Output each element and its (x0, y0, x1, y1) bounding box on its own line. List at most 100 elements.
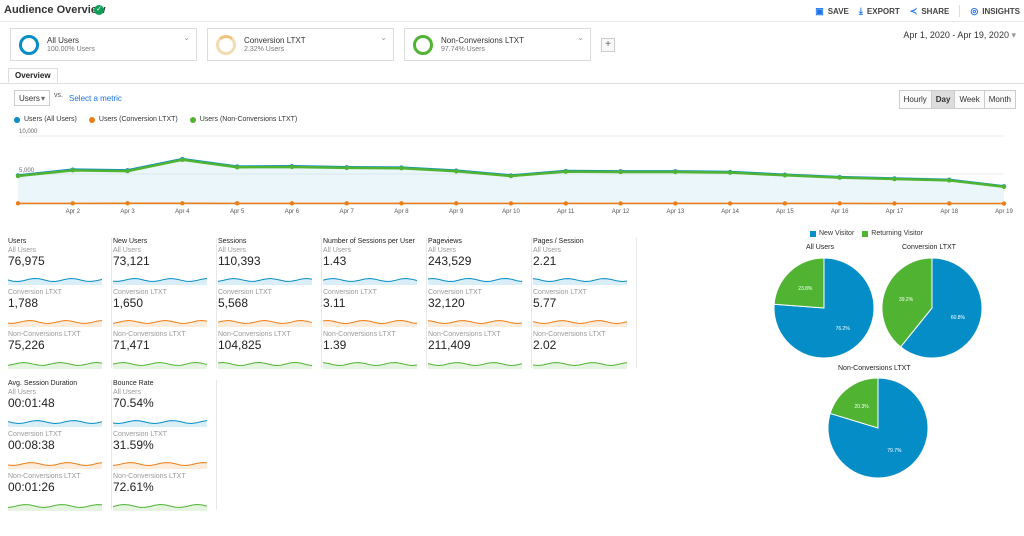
metric-name: Pages / Session (533, 238, 584, 245)
sparkline-area (218, 362, 312, 369)
data-point (508, 201, 514, 206)
data-point (344, 201, 349, 206)
metric-segment-label: Conversion LTXT (8, 431, 62, 438)
data-point (618, 169, 623, 175)
sparkline (218, 277, 312, 285)
sparkline (533, 362, 627, 369)
data-point (70, 201, 75, 206)
metric-name: Bounce Rate (113, 380, 154, 387)
pie-slice-new-visitor (899, 257, 983, 359)
sparkline-line (323, 319, 417, 325)
data-point (782, 201, 788, 206)
sparkline (113, 462, 207, 469)
series-area (18, 159, 1004, 204)
metric-value: 3.11 (323, 296, 346, 310)
share-button[interactable]: ≺ SHARE (910, 5, 950, 17)
metric-segment-label: Conversion LTXT (113, 431, 167, 438)
segment-all-users[interactable]: All Users 100.00% Users ⌄ (10, 28, 197, 61)
sparkline (113, 420, 207, 427)
date-range-picker[interactable]: Apr 1, 2020 - Apr 19, 2020 ▾ (903, 30, 1016, 41)
export-label: EXPORT (866, 6, 900, 16)
sparkline (533, 278, 627, 285)
metric-value: 75,226 (8, 338, 45, 352)
metric-select[interactable]: Users ▾ (14, 90, 50, 106)
sparkline-area (428, 278, 522, 285)
sparkline-line (323, 362, 417, 367)
chevron-down-icon[interactable]: ⌄ (380, 33, 387, 42)
metric-value: 110,393 (218, 254, 261, 268)
sparkline-line (113, 462, 207, 467)
x-axis-tick: Apr 4 (175, 209, 190, 215)
metric-segment-label: Non-Conversions LTXT (218, 331, 291, 338)
segment-name: Non-Conversions LTXT (441, 36, 524, 45)
sparkline-line (533, 320, 627, 325)
metric-segment-label: All Users (8, 389, 37, 396)
sparkline (428, 362, 522, 369)
granularity-day-button[interactable]: Day (930, 90, 956, 109)
metric-segment-label: All Users (218, 247, 247, 254)
data-point (1001, 201, 1007, 206)
sparkline-area (113, 420, 207, 427)
chevron-down-icon: ▾ (40, 94, 45, 103)
chevron-down-icon[interactable]: ⌄ (577, 33, 584, 42)
sparkline (428, 277, 522, 285)
x-axis-tick: Apr 14 (721, 209, 739, 215)
page-title: Audience Overview (4, 4, 106, 16)
chevron-down-icon[interactable]: ⌄ (183, 33, 190, 42)
legend-label: Returning Visitor (871, 230, 923, 237)
metric-name: Sessions (218, 238, 247, 245)
metric-value: 1,788 (8, 296, 39, 310)
sparkline (8, 420, 102, 427)
x-axis-tick: Apr 13 (666, 209, 684, 215)
share-icon: ≺ (909, 5, 918, 16)
sparkline-line (113, 319, 207, 324)
segment-conversion-ltxt[interactable]: Conversion LTXT 2.32% Users ⌄ (207, 28, 394, 61)
metric-segment-row: All Users 2.21 (533, 247, 636, 287)
metric-segment-label: All Users (533, 247, 562, 254)
data-point (289, 164, 295, 170)
sparkline-area (323, 320, 417, 327)
granularity-week-button[interactable]: Week (954, 90, 985, 109)
metric-segment-label: Conversion LTXT (323, 289, 377, 296)
report-actions: ▣ SAVE ⤓ EXPORT ≺ SHARE ◎ INSIGHTS (815, 5, 1020, 17)
metric-segment-row: Non-Conversions LTXT 1.39 (323, 331, 426, 371)
segment-ring-icon (216, 35, 236, 55)
save-button[interactable]: ▣ SAVE (815, 5, 849, 17)
data-point (234, 201, 240, 206)
export-button[interactable]: ⤓ EXPORT (859, 5, 900, 17)
data-point (454, 201, 459, 206)
sparkline-area (113, 278, 207, 285)
users-line-chart: Apr 2 Apr 3 Apr 4 Apr 5 Apr 6 Apr 7 Apr 8 Apr 9… (15, 135, 1013, 215)
x-axis-tick: Apr 18 (940, 209, 958, 215)
metric-value: 5,568 (218, 296, 249, 310)
sparkline-line (113, 503, 207, 508)
data-point (15, 173, 21, 179)
legend-dot (14, 116, 20, 123)
metric-segment-row: All Users 1.43 (323, 247, 426, 287)
x-axis-tick: Apr 12 (612, 209, 630, 215)
insights-button[interactable]: ◎ INSIGHTS (970, 5, 1020, 17)
sparkline-line (218, 319, 312, 324)
granularity-hourly-button[interactable]: Hourly (898, 90, 932, 109)
metric-segment-label: Conversion LTXT (8, 289, 62, 296)
metric-segment-row: All Users 76,975 (8, 247, 111, 287)
pie-label: 23.8% (798, 286, 813, 292)
sparkline (113, 361, 207, 369)
x-axis-tick: Apr 9 (449, 209, 464, 215)
tab-overview[interactable]: Overview (8, 68, 58, 83)
data-point (125, 168, 130, 174)
metric-card: Users All Users 76,975 Conversion LTXT 1,788… (8, 238, 112, 369)
select-metric-link[interactable]: Select a metric (69, 94, 122, 103)
segment-non-conversions-ltxt[interactable]: Non-Conversions LTXT 97.74% Users ⌄ (404, 28, 591, 61)
metric-value: 1.43 (323, 254, 347, 268)
legend-label: Users (Conversion LTXT) (98, 116, 178, 123)
sparkline-line (323, 277, 417, 282)
metric-segment-row: Conversion LTXT 32,120 (428, 289, 531, 329)
y-axis-tick: 10,000 (19, 129, 38, 135)
granularity-month-button[interactable]: Month (983, 90, 1016, 109)
vs-label: vs. (54, 92, 63, 99)
visitor-type-pies: New Visitor Returning Visitor All Users … (760, 228, 1020, 488)
x-axis-tick: Apr 19 (995, 209, 1013, 215)
metric-value: 5.77 (533, 296, 557, 310)
add-segment-button[interactable]: + (601, 38, 615, 52)
